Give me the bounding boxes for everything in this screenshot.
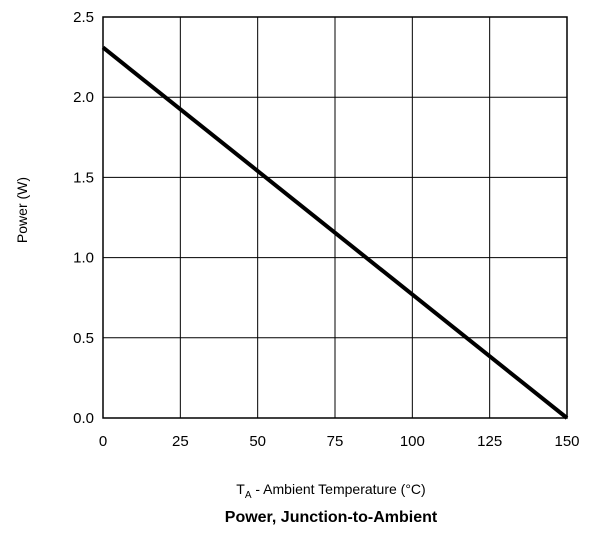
x-tick-label: 50: [249, 433, 266, 450]
x-tick-label: 75: [327, 433, 344, 450]
x-tick-label: 150: [554, 433, 579, 450]
x-axis-title-rest: - Ambient Temperature (°C): [252, 481, 426, 497]
x-tick-label: 100: [400, 433, 425, 450]
y-tick-label: 2.5: [73, 9, 94, 26]
y-tick-label: 2.0: [73, 89, 94, 106]
y-axis-title: Power (W): [14, 177, 30, 243]
x-axis-title: TA - Ambient Temperature (°C): [236, 481, 425, 501]
series-layer: [101, 45, 569, 420]
y-tick-label: 1.0: [73, 250, 94, 267]
y-tick-labels: 0.0 0.5 1.0 1.5 2.0 2.5: [73, 9, 94, 427]
x-axis-title-main: T: [236, 481, 245, 497]
x-tick-label: 25: [172, 433, 189, 450]
y-tick-label: 0.5: [73, 330, 94, 347]
chart-title: Power, Junction-to-Ambient: [225, 509, 438, 526]
x-tick-label: 125: [477, 433, 502, 450]
y-tick-label: 1.5: [73, 169, 94, 186]
grid-lines: [102, 16, 568, 419]
x-axis-title-subscript: A: [245, 490, 252, 501]
power-derating-line: [101, 45, 569, 420]
x-tick-labels: 0 25 50 75 100 125 150: [99, 433, 580, 450]
y-tick-label: 0.0: [73, 410, 94, 427]
plot-area-frame: [102, 16, 568, 419]
x-tick-label: 0: [99, 433, 107, 450]
